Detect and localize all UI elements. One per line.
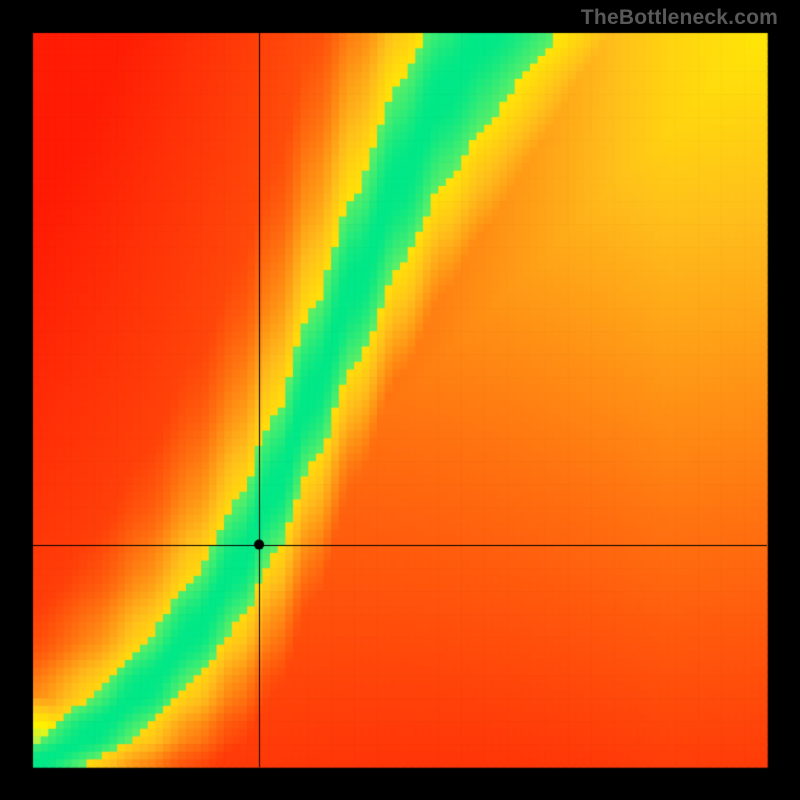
chart-container: TheBottleneck.com bbox=[0, 0, 800, 800]
heatmap-canvas bbox=[0, 0, 800, 800]
watermark-text: TheBottleneck.com bbox=[581, 6, 778, 30]
